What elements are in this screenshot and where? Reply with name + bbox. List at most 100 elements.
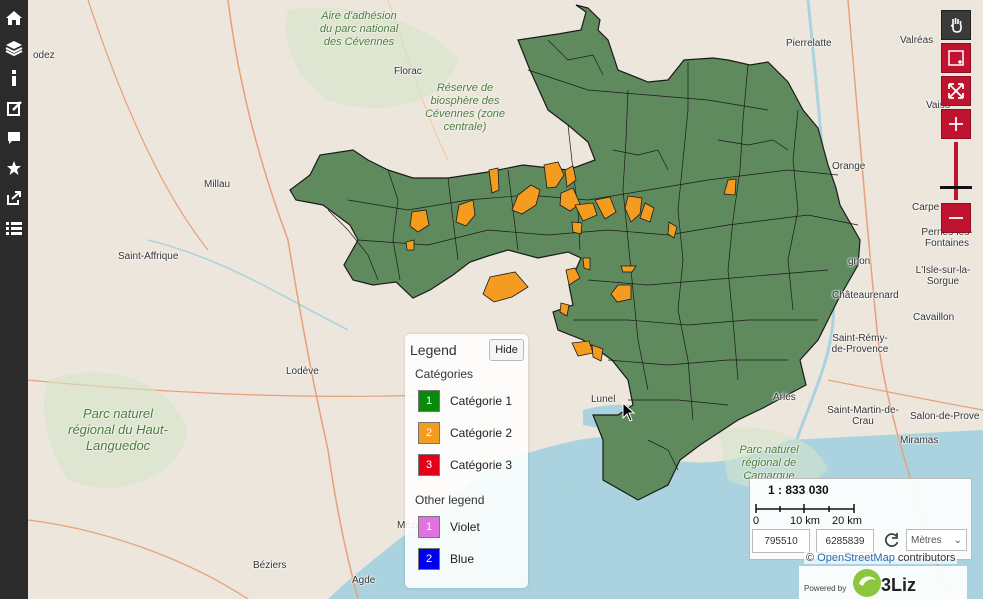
3liz-logo-icon bbox=[853, 569, 881, 597]
park-area bbox=[285, 7, 458, 108]
place-label: Saint-Affrique bbox=[118, 251, 179, 262]
legend-group-title: Other legend bbox=[415, 493, 485, 507]
park-area bbox=[44, 372, 188, 488]
legend-label: Catégorie 3 bbox=[450, 458, 513, 472]
legend-label: Catégorie 2 bbox=[450, 426, 513, 440]
zoom-in-button[interactable] bbox=[941, 109, 971, 139]
place-label: Agde bbox=[352, 575, 376, 586]
list-icon bbox=[6, 222, 22, 235]
legend-item: 2 Catégorie 2 bbox=[418, 421, 512, 445]
scale-bar bbox=[755, 504, 855, 513]
legend-item: 1 Violet bbox=[418, 515, 480, 539]
edit-button[interactable] bbox=[0, 93, 28, 123]
legend-item: 3 Catégorie 3 bbox=[418, 453, 512, 477]
share-icon bbox=[7, 191, 21, 205]
zoom-slider[interactable] bbox=[940, 142, 972, 200]
park-label: Aire d'adhésion du parc national des Cév… bbox=[319, 10, 399, 48]
info-icon bbox=[12, 70, 16, 86]
park-label: Parc naturel régional du Haut-Languedoc bbox=[68, 406, 168, 453]
attribution-suffix: contributors bbox=[897, 552, 956, 564]
scale-tick: 20 km bbox=[832, 515, 862, 527]
zoom-out-button[interactable] bbox=[941, 203, 971, 233]
legend-swatch: 1 bbox=[418, 390, 440, 412]
zoom-slider-track[interactable] bbox=[954, 142, 958, 200]
highlighted-communes bbox=[405, 161, 737, 362]
road bbox=[227, 0, 359, 599]
place-label: Florac bbox=[394, 66, 422, 77]
y-coordinate-field[interactable]: 6285839 bbox=[816, 529, 874, 553]
place-label: Miramas bbox=[900, 435, 939, 446]
legend-item: 2 Blue bbox=[418, 547, 474, 571]
zoom-box-button[interactable] bbox=[941, 43, 971, 73]
home-button[interactable] bbox=[0, 3, 28, 33]
pan-icon bbox=[950, 18, 962, 33]
layers-button[interactable] bbox=[0, 33, 28, 63]
units-select[interactable]: Mètres ⌄ bbox=[906, 529, 967, 551]
road bbox=[827, 379, 983, 411]
park-area bbox=[718, 427, 828, 489]
copyright-symbol: © bbox=[806, 552, 815, 564]
legend-swatch: 2 bbox=[418, 548, 440, 570]
info-button[interactable] bbox=[0, 63, 28, 93]
zoom-slider-handle[interactable] bbox=[940, 186, 972, 189]
scale-panel: 1 : 833 030 0 10 km 20 km 795510 6285839… bbox=[749, 478, 972, 560]
scale-tick: 0 bbox=[753, 515, 760, 527]
pan-button[interactable] bbox=[941, 10, 971, 40]
road bbox=[87, 0, 209, 251]
x-coordinate-field[interactable]: 795510 bbox=[752, 529, 810, 553]
place-label: Salon-de-Prove bbox=[910, 411, 980, 422]
place-label: odez bbox=[33, 50, 55, 61]
home-icon bbox=[6, 11, 22, 25]
legend-swatch: 3 bbox=[418, 454, 440, 476]
comment-icon bbox=[8, 132, 20, 144]
list-button[interactable] bbox=[0, 213, 28, 243]
layers-icon bbox=[5, 41, 23, 57]
river bbox=[147, 239, 349, 331]
brand-name: 3Liz bbox=[881, 575, 917, 595]
cursor-icon bbox=[622, 402, 636, 422]
powered-by-badge[interactable]: Powered by 3Liz bbox=[799, 566, 967, 599]
star-icon bbox=[7, 161, 21, 175]
legend-swatch: 1 bbox=[418, 516, 440, 538]
zoom-out-icon bbox=[949, 217, 963, 219]
favorite-button[interactable] bbox=[0, 153, 28, 183]
legend-panel: Legend Hide Catégories 1 Catégorie 1 2 C… bbox=[405, 334, 528, 588]
legend-title: Legend bbox=[410, 342, 457, 358]
units-select-value: Mètres bbox=[911, 534, 942, 546]
legend-label: Violet bbox=[450, 520, 480, 534]
share-button[interactable] bbox=[0, 183, 28, 213]
lagoon bbox=[518, 465, 603, 481]
place-label: Lodève bbox=[286, 366, 319, 377]
place-label: Lunel bbox=[591, 394, 616, 405]
sidebar bbox=[0, 0, 28, 599]
legend-hide-button[interactable]: Hide bbox=[489, 339, 524, 361]
region-polygon bbox=[289, 4, 861, 501]
place-label: Saint-Martin-de-Crau bbox=[827, 405, 899, 427]
refresh-icon[interactable] bbox=[883, 531, 901, 549]
powered-by-text: Powered by bbox=[804, 584, 847, 593]
commune-borders bbox=[327, 39, 859, 471]
place-label: Saint-Rémy-de-Provence bbox=[831, 333, 889, 355]
place-label: Pierrelatte bbox=[786, 38, 832, 49]
zoom-extent-icon bbox=[948, 83, 964, 99]
place-label: gnon bbox=[848, 256, 871, 267]
place-label: Cavaillon bbox=[913, 312, 955, 323]
place-label: Vaiso bbox=[926, 100, 951, 111]
scale-ratio: 1 : 833 030 bbox=[768, 483, 829, 497]
osm-link[interactable]: OpenStreetMap bbox=[817, 552, 895, 564]
legend-group-title: Catégories bbox=[415, 367, 474, 381]
park-label: Réserve de biosphère des Cévennes (zone … bbox=[424, 82, 506, 133]
place-label: Valréas bbox=[900, 35, 934, 46]
zoom-box-icon bbox=[948, 50, 964, 66]
zoom-extent-button[interactable] bbox=[941, 76, 971, 106]
legend-label: Blue bbox=[450, 552, 475, 566]
road bbox=[28, 519, 249, 599]
comment-button[interactable] bbox=[0, 123, 28, 153]
edit-icon bbox=[7, 101, 22, 116]
place-label: Arles bbox=[773, 392, 796, 403]
chevron-down-icon: ⌄ bbox=[953, 534, 962, 546]
legend-swatch: 2 bbox=[418, 422, 440, 444]
place-label: L'Isle-sur-la-Sorgue bbox=[915, 265, 971, 287]
place-label: Orange bbox=[832, 161, 866, 172]
place-label: Châteaurenard bbox=[832, 290, 899, 301]
